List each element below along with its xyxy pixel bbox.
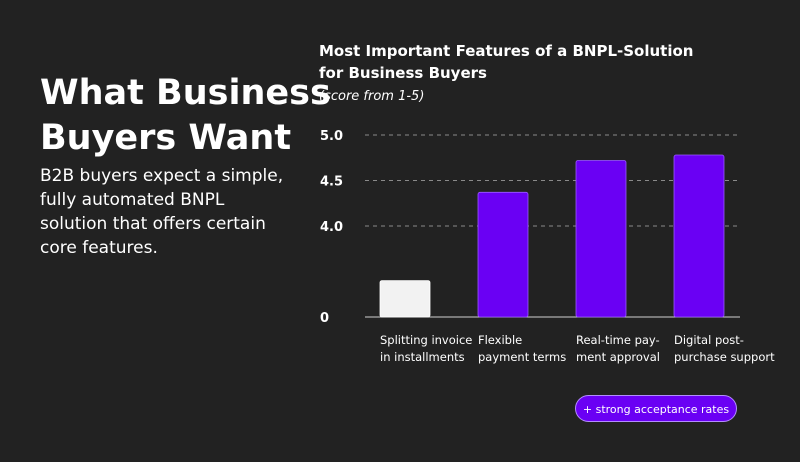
- x-tick-label: in installments: [380, 350, 465, 364]
- y-tick-label: 4.5: [320, 175, 343, 190]
- bar: [477, 191, 529, 318]
- headline: What Business Buyers Want: [40, 71, 331, 161]
- chart-title: Most Important Features of a BNPL-Soluti…: [319, 40, 693, 84]
- intro-text: B2B buyers expect a simple, fully automa…: [40, 164, 300, 260]
- headline-line: Buyers Want: [40, 118, 292, 158]
- y-tick-label: 0: [320, 311, 329, 326]
- y-tick-label: 5.0: [320, 129, 343, 144]
- intro-line: B2B buyers expect a simple,: [40, 166, 284, 186]
- intro-line: solution that offers certain: [40, 214, 266, 234]
- x-tick-label: Digital post-: [674, 333, 744, 347]
- intro-line: fully automated BNPL: [40, 190, 225, 210]
- chart-title-line: for Business Buyers: [319, 64, 487, 82]
- bar: [575, 160, 627, 318]
- chart-subtitle: (score from 1-5): [319, 89, 425, 104]
- y-tick-label: 4.0: [320, 220, 343, 235]
- x-tick-label: Splitting invoice: [380, 333, 472, 347]
- chart-title-line: Most Important Features of a BNPL-Soluti…: [319, 42, 694, 60]
- headline-line: What Business: [40, 73, 331, 113]
- x-tick-label: payment terms: [478, 350, 566, 364]
- legend-pill: + strong acceptance rates: [575, 395, 737, 422]
- bar: [379, 280, 431, 318]
- x-tick-label: Flexible: [478, 333, 522, 347]
- x-tick-label: ment approval: [576, 350, 660, 364]
- x-tick-label: Real-time pay-: [576, 333, 660, 347]
- intro-line: core features.: [40, 238, 158, 258]
- x-tick-label: purchase support: [674, 350, 775, 364]
- bar: [673, 154, 725, 318]
